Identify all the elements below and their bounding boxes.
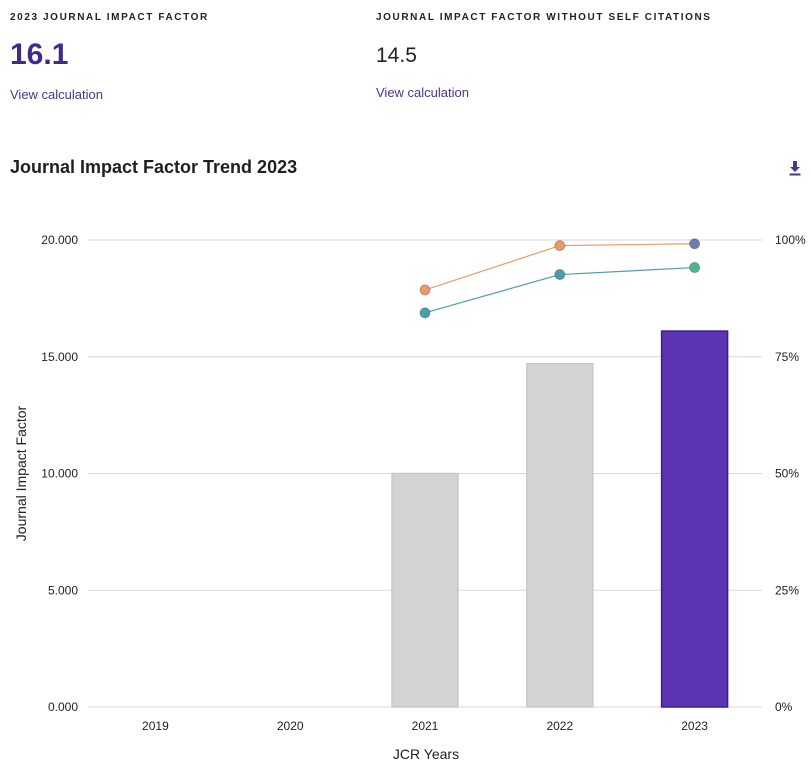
series-point	[689, 238, 701, 250]
jif-label: 2023 JOURNAL IMPACT FACTOR	[10, 12, 209, 23]
jif-view-calculation-link[interactable]: View calculation	[10, 87, 103, 102]
bar	[660, 330, 729, 708]
series-point	[419, 307, 431, 319]
series-point	[554, 269, 566, 281]
section-title: Journal Impact Factor Trend 2023	[10, 157, 298, 177]
jif-without-self-citations-label: JOURNAL IMPACT FACTOR WITHOUT SELF CITAT…	[376, 12, 712, 23]
y-axis-title: Journal Impact Factor	[13, 405, 29, 541]
y2-tick-label: 50%	[775, 467, 799, 481]
jif-value: 16.1	[10, 38, 69, 71]
x-tick-label: 2020	[277, 719, 304, 733]
jif-metric: 2023 JOURNAL IMPACT FACTOR 16.1 View cal…	[10, 12, 209, 104]
jif-without-self-citations-view-calculation-link[interactable]: View calculation	[376, 85, 469, 100]
y-tick-label: 10.000	[41, 467, 78, 481]
y-tick-label: 20.000	[41, 233, 78, 247]
bar	[526, 363, 594, 708]
series-point	[554, 240, 566, 252]
series-point	[689, 262, 701, 274]
series-point	[419, 284, 431, 296]
bar	[391, 472, 459, 708]
x-tick-label: 2023	[681, 719, 708, 733]
x-tick-label: 2022	[546, 719, 573, 733]
y-tick-label: 5.000	[48, 583, 78, 597]
y2-tick-label: 0%	[775, 700, 793, 714]
y2-tick-label: 25%	[775, 583, 799, 597]
y2-tick-label: 75%	[775, 350, 799, 364]
x-axis-title: JCR Years	[393, 746, 459, 762]
jif-without-self-citations-value: 14.5	[376, 44, 417, 67]
y2-tick-label: 100%	[775, 233, 806, 247]
y-tick-label: 0.000	[48, 700, 78, 714]
x-tick-label: 2019	[142, 719, 169, 733]
download-icon[interactable]	[788, 160, 802, 176]
y-tick-label: 15.000	[41, 350, 78, 364]
x-tick-label: 2021	[412, 719, 439, 733]
jif-without-self-citations-metric: JOURNAL IMPACT FACTOR WITHOUT SELF CITAT…	[376, 12, 712, 102]
